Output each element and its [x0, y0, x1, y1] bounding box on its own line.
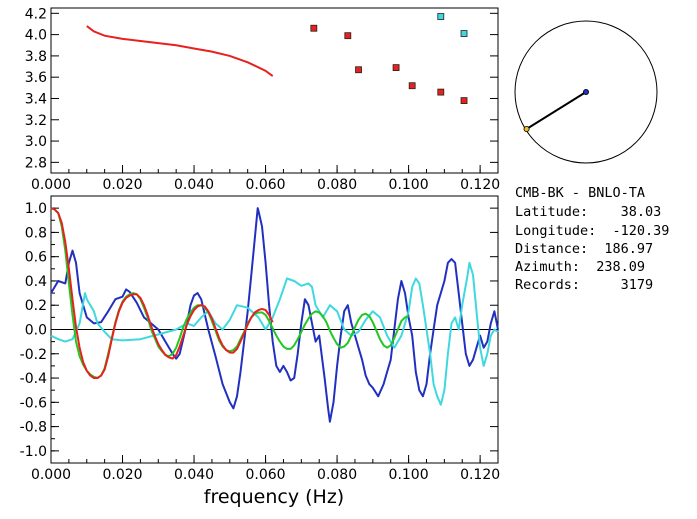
dispersion-x-tick-label: 0.020 — [102, 177, 142, 193]
dispersion-point-marker — [437, 13, 445, 20]
coherence-red-series — [50, 207, 274, 379]
coherence-y-tick-label: 1.0 — [25, 201, 47, 217]
coherence-y-tick-label: 0.4 — [25, 274, 47, 290]
group-velocity-curve — [86, 25, 274, 77]
dispersion-plot-frame — [50, 7, 499, 174]
dispersion-x-tick-label: 0.080 — [317, 177, 357, 193]
dispersion-x-tick-label: 0.000 — [31, 177, 71, 193]
coherence-y-tick-label: 0.2 — [25, 298, 47, 314]
coherence-y-tick-label: 0.6 — [25, 250, 47, 266]
coherence-y-ticks: 1.0 0.8 0.6 0.4 0.2 0.0 -0.2 -0.4 -0.6 -0.8 -1.0 — [20, 195, 498, 464]
dispersion-x-tick-label: 0.100 — [389, 177, 429, 193]
dispersion-y-tick-label: 3.2 — [25, 113, 47, 129]
event-dot — [523, 126, 530, 133]
info-records: Records: 3179 — [515, 277, 653, 293]
dispersion-y-tick-label: 4.0 — [25, 28, 47, 44]
station-info-block: CMB-BK - BNLO-TA Latitude: 38.03 Longitu… — [515, 185, 669, 293]
coherence-y-tick-label: 0.0 — [25, 323, 47, 339]
x-axis-label: frequency (Hz) — [204, 486, 344, 508]
coherence-x-tick-label: 0.100 — [389, 467, 429, 483]
coherence-x-tick-label: 0.080 — [317, 467, 357, 483]
dispersion-x-tick-label: 0.120 — [460, 177, 500, 193]
coherence-x-tick-label: 0.020 — [102, 467, 142, 483]
info-distance: Distance: 186.97 — [515, 241, 653, 257]
info-latitude: Latitude: 38.03 — [515, 204, 661, 220]
coherence-y-tick-label: 0.8 — [25, 225, 47, 241]
dispersion-series — [86, 13, 468, 105]
coherence-y-tick-label: -0.4 — [20, 371, 47, 387]
dispersion-x-tick-label: 0.060 — [246, 177, 286, 193]
coherence-y-tick-label: -0.2 — [20, 347, 47, 363]
dispersion-point-marker — [460, 97, 468, 105]
info-longitude: Longitude: -120.39 — [515, 223, 669, 239]
dispersion-y-ticks: 2.8 3.0 3.2 3.4 3.6 3.8 4.0 4.2 — [25, 6, 498, 171]
coherence-x-tick-label: 0.120 — [460, 467, 500, 483]
coherence-series — [50, 207, 499, 423]
dispersion-point-marker — [408, 82, 416, 90]
dispersion-point-marker — [437, 88, 445, 96]
dispersion-point-marker — [355, 66, 362, 74]
station-map-inset — [514, 20, 658, 164]
coherence-y-tick-label: -0.8 — [20, 420, 47, 436]
dispersion-y-tick-label: 3.0 — [25, 134, 47, 150]
coherence-x-tick-label: 0.060 — [246, 467, 286, 483]
dispersion-y-tick-label: 3.4 — [25, 91, 47, 107]
dispersion-plot: 0.000 0.020 0.040 0.060 0.080 0.100 0.120 2.8 3… — [25, 6, 500, 193]
coherence-y-tick-label: -1.0 — [20, 444, 47, 460]
dispersion-point-marker — [344, 32, 352, 40]
coherence-blue-series — [50, 207, 499, 423]
dispersion-point-marker — [460, 30, 468, 37]
dispersion-x-tick-label: 0.040 — [174, 177, 214, 193]
dispersion-x-ticks: 0.000 0.020 0.040 0.060 0.080 0.100 0.120 — [31, 165, 500, 193]
dispersion-point-marker — [392, 64, 400, 72]
dispersion-y-tick-label: 4.2 — [25, 6, 47, 22]
dispersion-y-tick-label: 2.8 — [25, 155, 47, 171]
azimuth-ray — [526, 91, 587, 130]
dispersion-y-tick-label: 3.6 — [25, 70, 47, 86]
station-dot — [583, 89, 590, 96]
info-azimuth: Azimuth: 238.09 — [515, 259, 645, 275]
coherence-plot: 0.000 0.020 0.040 0.060 0.080 0.100 0.120 1.0 0… — [20, 195, 500, 508]
dispersion-point-marker — [310, 24, 318, 32]
dispersion-y-tick-label: 3.8 — [25, 49, 47, 65]
coherence-x-tick-label: 0.040 — [174, 467, 214, 483]
station-pair-title: CMB-BK - BNLO-TA — [515, 185, 645, 201]
coherence-cyan-series — [50, 261, 499, 406]
coherence-x-ticks: 0.000 0.020 0.040 0.060 0.080 0.100 0.120 — [31, 455, 500, 483]
coherence-x-tick-label: 0.000 — [31, 467, 71, 483]
coherence-y-tick-label: -0.6 — [20, 395, 47, 411]
